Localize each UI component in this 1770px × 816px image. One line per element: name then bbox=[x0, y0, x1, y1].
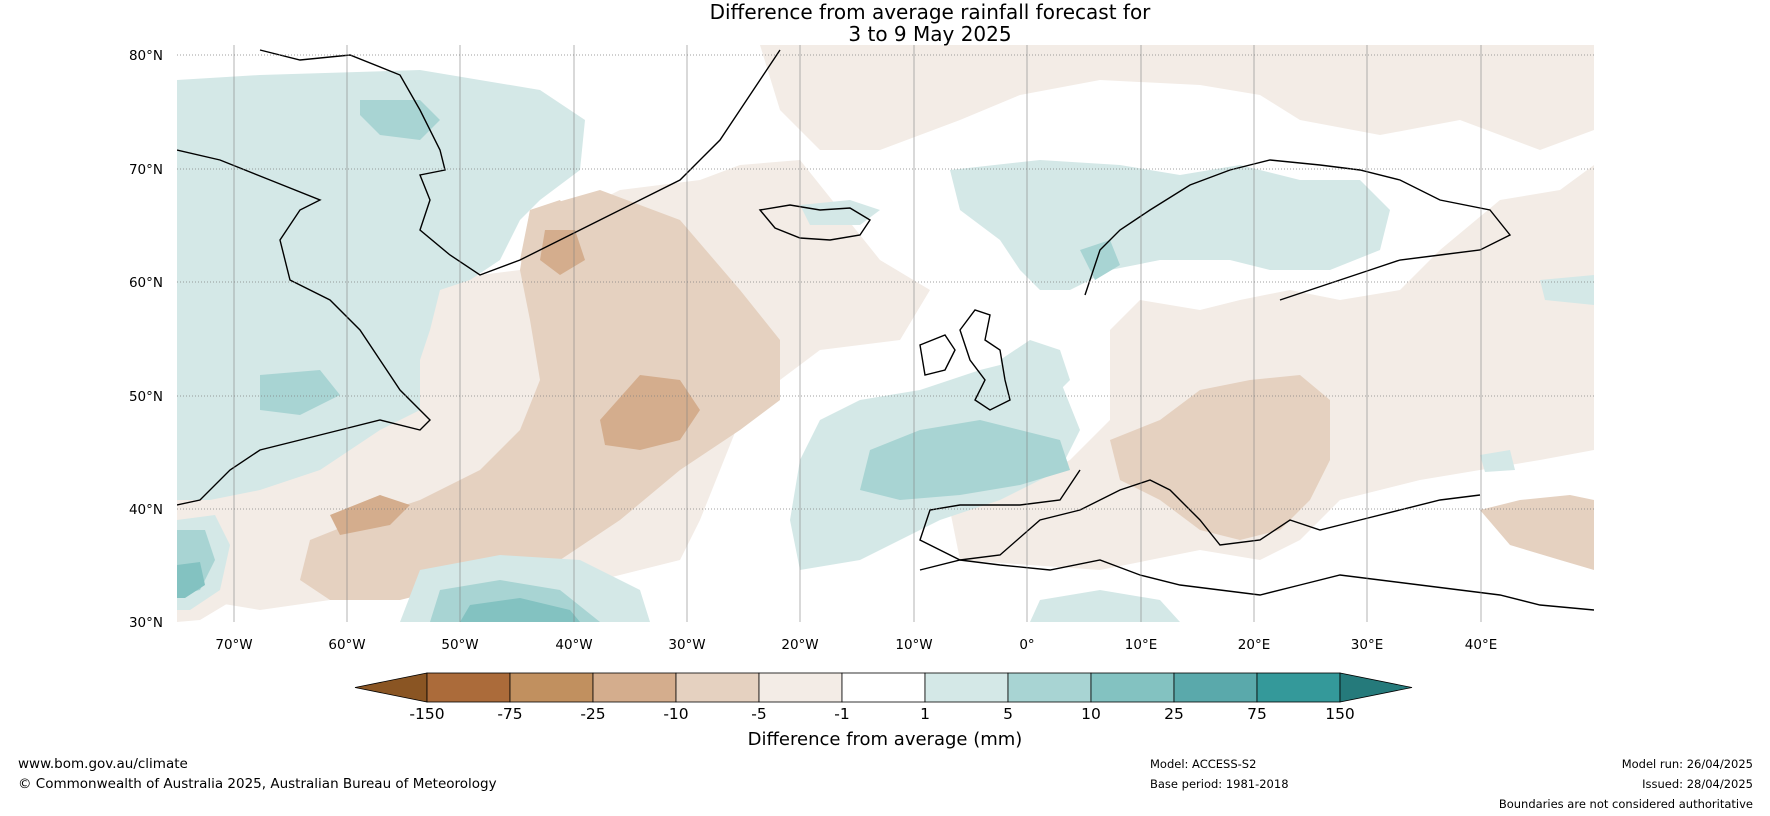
lat-label-60n: 60°N bbox=[129, 275, 163, 291]
anomaly-dry-strong-southwest bbox=[330, 495, 410, 535]
anomaly-wet-light-britain bbox=[1000, 340, 1070, 400]
colorbar-tick-label: 150 bbox=[1325, 705, 1355, 723]
anomaly-wet-light-med bbox=[1030, 590, 1180, 622]
colorbar-tick-label: -1 bbox=[834, 705, 849, 723]
anomaly-wet-strong-sw bbox=[177, 562, 205, 598]
anomaly-wet-medium-scandinavia bbox=[1080, 240, 1120, 280]
europe-coast bbox=[919, 469, 1481, 561]
anomaly-dry-light-north bbox=[760, 45, 1594, 150]
lat-label-70n: 70°N bbox=[129, 162, 163, 178]
colorbar-segment bbox=[1173, 672, 1258, 703]
title-line-1: Difference from average rainfall forecas… bbox=[710, 0, 1152, 24]
rainfall-anomaly-layer bbox=[177, 45, 1594, 622]
footer-disclaimer: Boundaries are not considered authoritat… bbox=[1499, 797, 1753, 811]
anomaly-dry-strong-mid-atlantic bbox=[600, 375, 700, 450]
footer-base-period: Base period: 1981-2018 bbox=[1150, 777, 1289, 791]
colorbar-tick-label: -25 bbox=[580, 705, 605, 723]
greenland-coast bbox=[259, 49, 781, 276]
colorbar-segment bbox=[1256, 672, 1341, 703]
anomaly-wet-medium-labrador bbox=[260, 370, 340, 415]
lon-label-60w: 60°W bbox=[328, 637, 365, 653]
lon-label-40e: 40°E bbox=[1465, 637, 1497, 653]
colorbar-tick-label: -10 bbox=[663, 705, 688, 723]
lon-label-20e: 20°E bbox=[1238, 637, 1270, 653]
coastlines bbox=[177, 49, 1594, 611]
anomaly-dry-medium-east bbox=[1480, 495, 1594, 570]
colorbar-tick-label: 5 bbox=[1003, 705, 1013, 723]
footer-model-run: Model run: 26/04/2025 bbox=[1622, 757, 1753, 771]
anomaly-wet-light-scandinavia bbox=[950, 160, 1390, 290]
lon-label-0: 0° bbox=[1019, 637, 1034, 653]
colorbar-segment bbox=[426, 672, 511, 703]
colorbar-extend-low bbox=[354, 672, 428, 703]
ireland-coast bbox=[919, 334, 956, 376]
colorbar-tick-label: 75 bbox=[1247, 705, 1267, 723]
anomaly-wet-light-east bbox=[1540, 275, 1594, 305]
colorbar-segment bbox=[758, 672, 843, 703]
footer-issued: Issued: 28/04/2025 bbox=[1642, 777, 1753, 791]
footer-model: Model: ACCESS-S2 bbox=[1150, 757, 1256, 771]
canada-coast bbox=[177, 149, 431, 506]
colorbar-segment bbox=[1090, 672, 1175, 703]
colorbar-tick-label: -150 bbox=[409, 705, 444, 723]
lat-label-50n: 50°N bbox=[129, 389, 163, 405]
colorbar-label: Difference from average (mm) bbox=[748, 729, 1023, 750]
anomaly-wet-light-black-sea bbox=[1480, 450, 1515, 472]
britain-coast bbox=[959, 309, 1011, 411]
colorbar-segment bbox=[592, 672, 677, 703]
anomaly-wet-medium-iberia bbox=[860, 420, 1070, 500]
iceland-coast bbox=[758, 204, 871, 241]
lon-label-40w: 40°W bbox=[555, 637, 592, 653]
colorbar-extend-high bbox=[1339, 672, 1413, 703]
lon-label-20w: 20°W bbox=[781, 637, 818, 653]
anomaly-dry-medium-europe bbox=[1110, 375, 1330, 540]
colorbar-tick-label: 10 bbox=[1081, 705, 1101, 723]
colorbar-segment bbox=[841, 672, 926, 703]
colorbar: -150 -75 -25 -10 -5 -1 1 5 10 25 75 150 bbox=[354, 672, 1413, 723]
lon-label-70w: 70°W bbox=[215, 637, 252, 653]
anomaly-dry-medium-atlantic bbox=[300, 190, 780, 600]
north-africa-coast bbox=[919, 559, 1594, 611]
colorbar-tick-label: 1 bbox=[920, 705, 930, 723]
anomaly-dry-light-east bbox=[950, 165, 1594, 570]
title-line-2: 3 to 9 May 2025 bbox=[848, 22, 1011, 46]
colorbar-segment bbox=[1007, 672, 1092, 703]
anomaly-wet-light-iceland bbox=[800, 200, 880, 225]
colorbar-tick-label: -5 bbox=[751, 705, 766, 723]
lat-label-80n: 80°N bbox=[129, 48, 163, 64]
colorbar-tick-label: 25 bbox=[1164, 705, 1184, 723]
lon-label-30e: 30°E bbox=[1351, 637, 1383, 653]
longitude-labels: 70°W 60°W 50°W 40°W 30°W 20°W 10°W 0° 10… bbox=[215, 637, 1497, 653]
lat-label-30n: 30°N bbox=[129, 615, 163, 631]
footer-copyright: © Commonwealth of Australia 2025, Austra… bbox=[18, 776, 497, 792]
footer-website: www.bom.gov.au/climate bbox=[18, 756, 188, 772]
lon-label-10e: 10°E bbox=[1125, 637, 1157, 653]
colorbar-segment bbox=[924, 672, 1009, 703]
colorbar-segment bbox=[509, 672, 594, 703]
anomaly-wet-strong-south bbox=[460, 598, 580, 622]
scandinavia-coast bbox=[1084, 159, 1512, 301]
lon-label-50w: 50°W bbox=[441, 637, 478, 653]
colorbar-tick-label: -75 bbox=[497, 705, 522, 723]
colorbar-segment bbox=[675, 672, 760, 703]
lon-label-30w: 30°W bbox=[668, 637, 705, 653]
latitude-labels: 80°N 70°N 60°N 50°N 40°N 30°N bbox=[129, 48, 163, 631]
graticule bbox=[177, 45, 1594, 622]
lat-label-40n: 40°N bbox=[129, 502, 163, 518]
lon-label-10w: 10°W bbox=[895, 637, 932, 653]
